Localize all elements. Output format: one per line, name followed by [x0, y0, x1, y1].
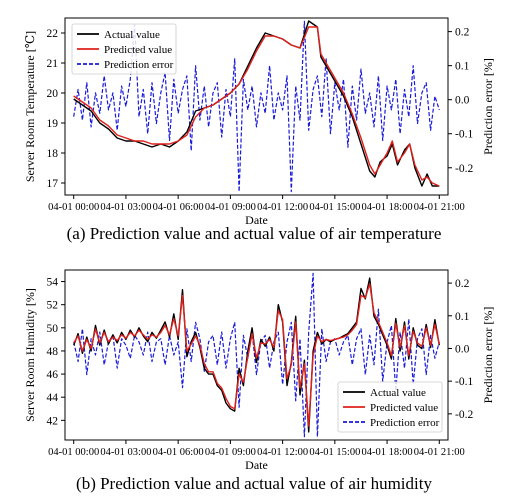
- chart1-y-tick-label: 17: [47, 178, 59, 190]
- chart2-error-line: [73, 272, 440, 438]
- chart1-x-tick-label: 04-01 21:00: [414, 202, 465, 213]
- chart1-y2-tick-label: -0.1: [455, 129, 473, 141]
- chart2-x-tick-label: 04-01 06:00: [153, 447, 204, 458]
- chart2-x-tick-label: 04-01 21:00: [414, 447, 465, 458]
- chart2-y-tick-label: 44: [47, 392, 59, 404]
- chart2-actual-line: [73, 277, 440, 433]
- chart1-y2-tick-label: 0.0: [455, 95, 470, 107]
- chart2-y2-axis-label: Prediction error [%]: [481, 307, 495, 404]
- chart2-plot-frame: [64, 269, 449, 441]
- chart1-y2-axis-label: Prediction error [%]: [481, 58, 495, 155]
- chart2-x-tick-label: 04-01 00:00: [48, 447, 99, 458]
- chart2-y2-tick-label: 0.0: [455, 343, 470, 355]
- chart1-y2-tick-label: -0.2: [455, 163, 473, 175]
- chart2-y-tick-label: 54: [47, 277, 59, 289]
- chart1-y-tick-label: 19: [47, 118, 59, 130]
- chart1-y-tick-label: 22: [47, 28, 59, 40]
- chart1-x-tick-label: 04-01 00:00: [48, 202, 99, 213]
- chart1-x-tick-label: 04-01 15:00: [309, 202, 360, 213]
- chart1-x-tick-label: 04-01 03:00: [100, 202, 151, 213]
- chart2-y-tick-label: 42: [47, 415, 59, 427]
- chart1-legend-label: Actual value: [104, 29, 160, 41]
- chart2-y2-tick-label: 0.2: [455, 278, 470, 290]
- chart2-x-tick-label: 04-01 18:00: [362, 447, 413, 458]
- chart2-legend-label: Actual value: [370, 387, 426, 399]
- chart1-x-tick-label: 04-01 09:00: [205, 202, 256, 213]
- chart2-x-tick-label: 04-01 12:00: [257, 447, 308, 458]
- chart2-legend-label: Predicted value: [370, 402, 438, 414]
- chart2-x-tick-label: 04-01 03:00: [100, 447, 151, 458]
- chart2-y-tick-label: 48: [47, 346, 59, 358]
- chart1-y2-tick-label: 0.1: [455, 61, 470, 73]
- chart2-legend-label: Prediction error: [370, 417, 440, 429]
- chart1-predicted-line: [73, 26, 440, 187]
- chart2-y-axis-label: Server Room Humidity [%]: [23, 288, 37, 422]
- chart2-y2-tick-label: -0.1: [455, 376, 473, 388]
- chart1-plot-frame: [64, 17, 449, 196]
- chart1-x-axis-label: Date: [245, 213, 268, 227]
- chart2-y2-tick-label: 0.1: [455, 311, 470, 323]
- chart2-legend-box: [337, 381, 443, 433]
- chart2-y-tick-label: 50: [47, 323, 59, 335]
- chart1-y-axis-label: Server Room Temperature [℃]: [23, 31, 37, 182]
- caption-humidity: (b) Prediction value and actual value of…: [76, 474, 432, 493]
- chart2-y-tick-label: 52: [47, 300, 59, 312]
- chart2-predicted-line: [73, 283, 440, 427]
- chart1-legend-box: [71, 23, 177, 75]
- chart1-y-tick-label: 20: [47, 88, 59, 100]
- chart1-x-tick-label: 04-01 12:00: [257, 202, 308, 213]
- chart1-x-tick-label: 04-01 06:00: [153, 202, 204, 213]
- chart2-x-axis-label: Date: [245, 458, 268, 472]
- chart1-legend-label: Prediction error: [104, 59, 174, 71]
- chart2-y-tick-label: 46: [47, 369, 59, 381]
- chart1-y-tick-label: 21: [47, 58, 59, 70]
- chart2-y2-tick-label: -0.2: [455, 409, 473, 421]
- chart1-x-tick-label: 04-01 18:00: [362, 202, 413, 213]
- chart1-y2-tick-label: 0.2: [455, 27, 470, 39]
- chart1-y-tick-label: 18: [47, 148, 59, 160]
- chart2-x-tick-label: 04-01 09:00: [205, 447, 256, 458]
- caption-temperature: (a) Prediction value and actual value of…: [66, 224, 442, 243]
- chart1-legend-label: Predicted value: [104, 44, 172, 56]
- chart2-x-tick-label: 04-01 15:00: [309, 447, 360, 458]
